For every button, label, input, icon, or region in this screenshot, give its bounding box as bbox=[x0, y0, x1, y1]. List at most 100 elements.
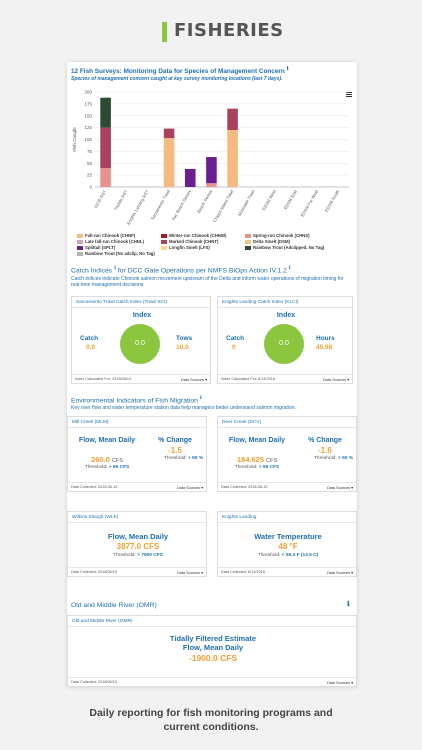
flow-label: Flow, Mean Daily bbox=[78, 437, 136, 444]
index-label: Index bbox=[132, 312, 152, 319]
deer-creek-card: Deer Creek (DCV) Flow, Mean Daily 194.62… bbox=[217, 416, 357, 492]
data-sources-dropdown[interactable]: Data Sources ▾ bbox=[327, 681, 353, 685]
info-icon[interactable]: ℹ bbox=[288, 265, 291, 271]
accent-bar bbox=[162, 22, 167, 42]
flow-label: Flow, Mean Daily bbox=[228, 437, 286, 444]
legend-item[interactable]: Delta Smelt (DSM) bbox=[245, 239, 290, 244]
legend-label: Spring-run Chinook (CHNS) bbox=[253, 233, 310, 238]
legend-item[interactable]: Splittail (SPLT) bbox=[77, 245, 115, 250]
legend-label: Marked Chinook (CHNT) bbox=[169, 239, 219, 244]
pct-threshold: Threshold: > 50 % bbox=[314, 456, 354, 461]
pct-change-label: % Change bbox=[308, 437, 342, 444]
env-desc: Key river flow and water temperature sta… bbox=[71, 405, 296, 411]
temp-reading: 48 °F bbox=[278, 542, 298, 551]
temp-threshold: Threshold: < 56.3 F (13.5 C) bbox=[257, 553, 319, 558]
legend-item[interactable]: Rainbow Trout (Adclipped, No Tag) bbox=[245, 245, 324, 250]
pct-threshold: Threshold: > 50 % bbox=[164, 456, 204, 461]
legend-item[interactable]: Fall-run Chinook (CHNF) bbox=[77, 233, 135, 238]
info-icon[interactable]: ℹ bbox=[286, 66, 289, 72]
x-tick-label: EDSM South bbox=[324, 188, 341, 212]
info-icon[interactable]: ℹ bbox=[347, 601, 350, 608]
x-tick-label: EDSM Far West bbox=[300, 188, 320, 217]
legend-item[interactable]: Rainbow Trout (No adclip, No Tag) bbox=[77, 251, 155, 256]
card-header: Mill Creek (MLM) bbox=[68, 417, 206, 428]
info-icon[interactable]: ℹ bbox=[199, 395, 202, 401]
tows-value: 10.0 bbox=[176, 344, 189, 351]
catch-label: Catch bbox=[226, 335, 245, 342]
omr-label-1: Tidally Filtered Estimate bbox=[169, 634, 257, 643]
legend-item[interactable]: Longfin Smelt (LFS) bbox=[161, 245, 210, 250]
y-tick-label: 125 bbox=[84, 125, 92, 130]
legend-swatch bbox=[77, 251, 83, 256]
y-axis-label: Fish Caught bbox=[72, 127, 77, 152]
index-circle: 0.0 bbox=[120, 324, 160, 364]
app-screen[interactable]: 12 Fish Surveys: Monitoring Data for Spe… bbox=[67, 62, 357, 687]
card-header: Sacramento Trawl Catch Index (Trawl SCI) bbox=[72, 297, 210, 308]
bar-segment bbox=[100, 97, 111, 128]
tows-label: Tows bbox=[176, 335, 193, 342]
y-tick-label: 50 bbox=[87, 161, 93, 166]
omr-title: Old and Middle River (OMR) bbox=[71, 602, 157, 609]
data-sources-dropdown[interactable]: Data Sources ▾ bbox=[177, 571, 203, 575]
chart-menu-icon[interactable] bbox=[346, 92, 352, 97]
info-icon[interactable]: ℹ bbox=[114, 265, 116, 271]
legend-swatch bbox=[245, 245, 251, 250]
x-tick-label: GCID RST bbox=[93, 189, 108, 209]
y-tick-label: 200 bbox=[84, 90, 92, 95]
card-footer: Index Calculated For: 2018/06/14 Data Sou… bbox=[72, 374, 210, 383]
y-tick-label: 0 bbox=[89, 185, 92, 190]
bar-segment bbox=[227, 108, 238, 130]
catch-value: 0 bbox=[232, 344, 236, 351]
legend-item[interactable]: Marked Chinook (CHNT) bbox=[161, 239, 218, 244]
legend-swatch bbox=[161, 245, 167, 250]
legend-label: Fall-run Chinook (CHNF) bbox=[85, 233, 136, 238]
bar-segment bbox=[184, 168, 196, 187]
bar-segment bbox=[100, 168, 111, 187]
legend-label: Rainbow Trout (Adclipped, No Tag) bbox=[253, 245, 325, 250]
legend-swatch bbox=[245, 233, 251, 238]
flow-reading: 260.0 CFS bbox=[91, 455, 123, 464]
legend-swatch bbox=[245, 239, 251, 244]
data-sources-dropdown[interactable]: Data Sources ▾ bbox=[327, 486, 353, 490]
legend-item[interactable]: Late fall-run Chinook (CHNL) bbox=[77, 239, 144, 244]
y-tick-label: 25 bbox=[87, 173, 93, 178]
pct-change-value: -1.6 bbox=[318, 446, 332, 455]
pct-change-label: % Change bbox=[158, 437, 192, 444]
data-sources-dropdown[interactable]: Data Sources ▾ bbox=[181, 378, 207, 382]
flow-threshold: Threshold: > 95 CFS bbox=[234, 465, 280, 470]
legend-label: Winter-run Chinook (CHNW) bbox=[169, 233, 227, 238]
hours-label: Hours bbox=[316, 335, 335, 342]
chart-subtitle: Species of management concern caught at … bbox=[71, 76, 283, 83]
temp-label: Water Temperature bbox=[254, 532, 322, 541]
data-sources-dropdown[interactable]: Data Sources ▾ bbox=[323, 378, 349, 382]
legend-label: Rainbow Trout (No adclip, No Tag) bbox=[85, 251, 155, 256]
omr-label-2: Flow, Mean Daily bbox=[182, 643, 244, 652]
knights-landing-card: Knights Landing Water Temperature 48 °F … bbox=[217, 511, 357, 577]
x-tick-label: Sac Beach Seines bbox=[171, 189, 192, 221]
y-tick-label: 100 bbox=[84, 137, 92, 142]
bar-segment bbox=[227, 130, 238, 187]
catch-indices-desc: Catch indices indicate Chinook salmon mo… bbox=[71, 276, 344, 288]
legend-item[interactable]: Winter-run Chinook (CHNW) bbox=[161, 233, 226, 238]
omr-reading: -1900.0 CFS bbox=[188, 653, 238, 663]
flow-threshold: Threshold: > 7500 CFS bbox=[113, 553, 163, 558]
y-tick-label: 75 bbox=[87, 149, 93, 154]
caption-line-1: Daily reporting for fish monitoring prog… bbox=[89, 707, 333, 719]
card-footer: Data Collected: 2018/06/15 Data Sources ▾ bbox=[68, 567, 206, 576]
card-header: Wilkins Slough (WLK) bbox=[68, 512, 206, 523]
x-tick-label: EDSM West bbox=[261, 188, 277, 211]
hours-value: 45.98 bbox=[316, 344, 333, 351]
data-sources-dropdown[interactable]: Data Sources ▾ bbox=[327, 571, 353, 575]
pct-change-value: -1.5 bbox=[168, 446, 182, 455]
legend-swatch bbox=[161, 233, 167, 238]
flow-reading: 3877.0 CFS bbox=[116, 542, 160, 551]
fish-survey-chart: 0 25 50 75 100 125 150 175 200 Fish Caught GCID RS… bbox=[72, 90, 349, 226]
x-tick-label: Knights Landing RST bbox=[126, 189, 150, 226]
card-header: Knights Landing bbox=[218, 512, 356, 523]
data-sources-dropdown[interactable]: Data Sources ▾ bbox=[177, 486, 203, 490]
legend-item[interactable]: Spring-run Chinook (CHNS) bbox=[245, 233, 310, 238]
legend-swatch bbox=[77, 233, 83, 238]
bar-segment bbox=[100, 127, 111, 168]
banner: FISHERIES bbox=[0, 0, 422, 60]
legend-swatch bbox=[161, 239, 167, 244]
